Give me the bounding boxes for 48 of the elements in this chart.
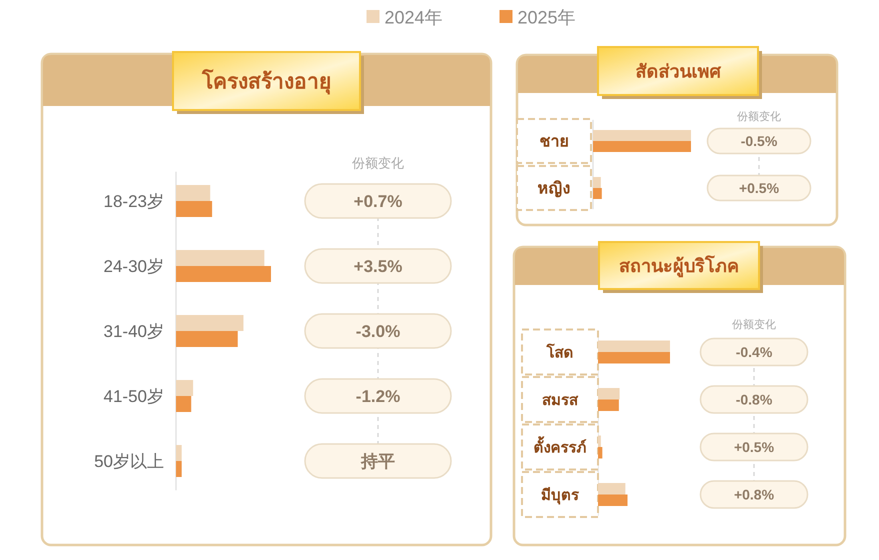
bar	[598, 400, 619, 411]
y-tick-label: ชาย	[540, 134, 568, 151]
text: -0.4%	[736, 344, 773, 360]
y-tick-label: ตั้งครรภ์	[534, 435, 586, 456]
bar	[598, 494, 628, 506]
chart-title: สัดส่วนเพศ	[636, 61, 722, 82]
text: 份额变化	[352, 156, 404, 171]
text: 持平	[360, 452, 395, 472]
text: +3.5%	[354, 257, 402, 276]
bar	[176, 250, 264, 266]
y-tick-label: โสด	[546, 342, 574, 362]
text: +0.7%	[354, 192, 402, 212]
bar	[598, 340, 670, 352]
text: -3.0%	[356, 322, 400, 342]
bar	[176, 315, 244, 331]
bar	[176, 461, 182, 477]
text: +0.5%	[734, 439, 775, 456]
bar	[176, 201, 212, 217]
bar	[176, 445, 182, 461]
text: 份额变化	[732, 318, 776, 331]
bar	[598, 352, 670, 364]
y-tick-label: 50岁以上	[94, 452, 164, 471]
bar	[176, 266, 271, 282]
bar	[598, 483, 626, 494]
y-tick-label: สมรส	[542, 392, 579, 409]
bar	[176, 396, 192, 412]
y-tick-label: 18-23岁	[104, 192, 164, 211]
y-tick-label: มีบุตร	[541, 486, 580, 505]
text: +0.5%	[738, 180, 780, 196]
bar	[176, 185, 210, 201]
bar	[176, 380, 194, 396]
y-tick-label: 24-30岁	[104, 256, 164, 276]
y-tick-label: หญิง	[538, 180, 570, 199]
bar	[598, 388, 620, 400]
legend-label: 2025年	[518, 7, 576, 28]
chart-title: สถานะผู้บริโภค	[619, 254, 739, 278]
y-tick-label: 31-40岁	[104, 322, 164, 341]
legend-label: 2024年	[384, 7, 443, 28]
bar	[176, 331, 238, 347]
bar	[598, 447, 602, 458]
text: -0.5%	[740, 133, 778, 150]
text: +0.8%	[734, 486, 775, 503]
y-tick-label: 41-50岁	[104, 386, 164, 406]
text: -0.8%	[736, 392, 773, 408]
bar	[598, 436, 601, 447]
text: 份额变化	[737, 110, 781, 123]
text: -1.2%	[356, 387, 400, 406]
chart-title: โครงสร้างอายุ	[201, 68, 331, 96]
